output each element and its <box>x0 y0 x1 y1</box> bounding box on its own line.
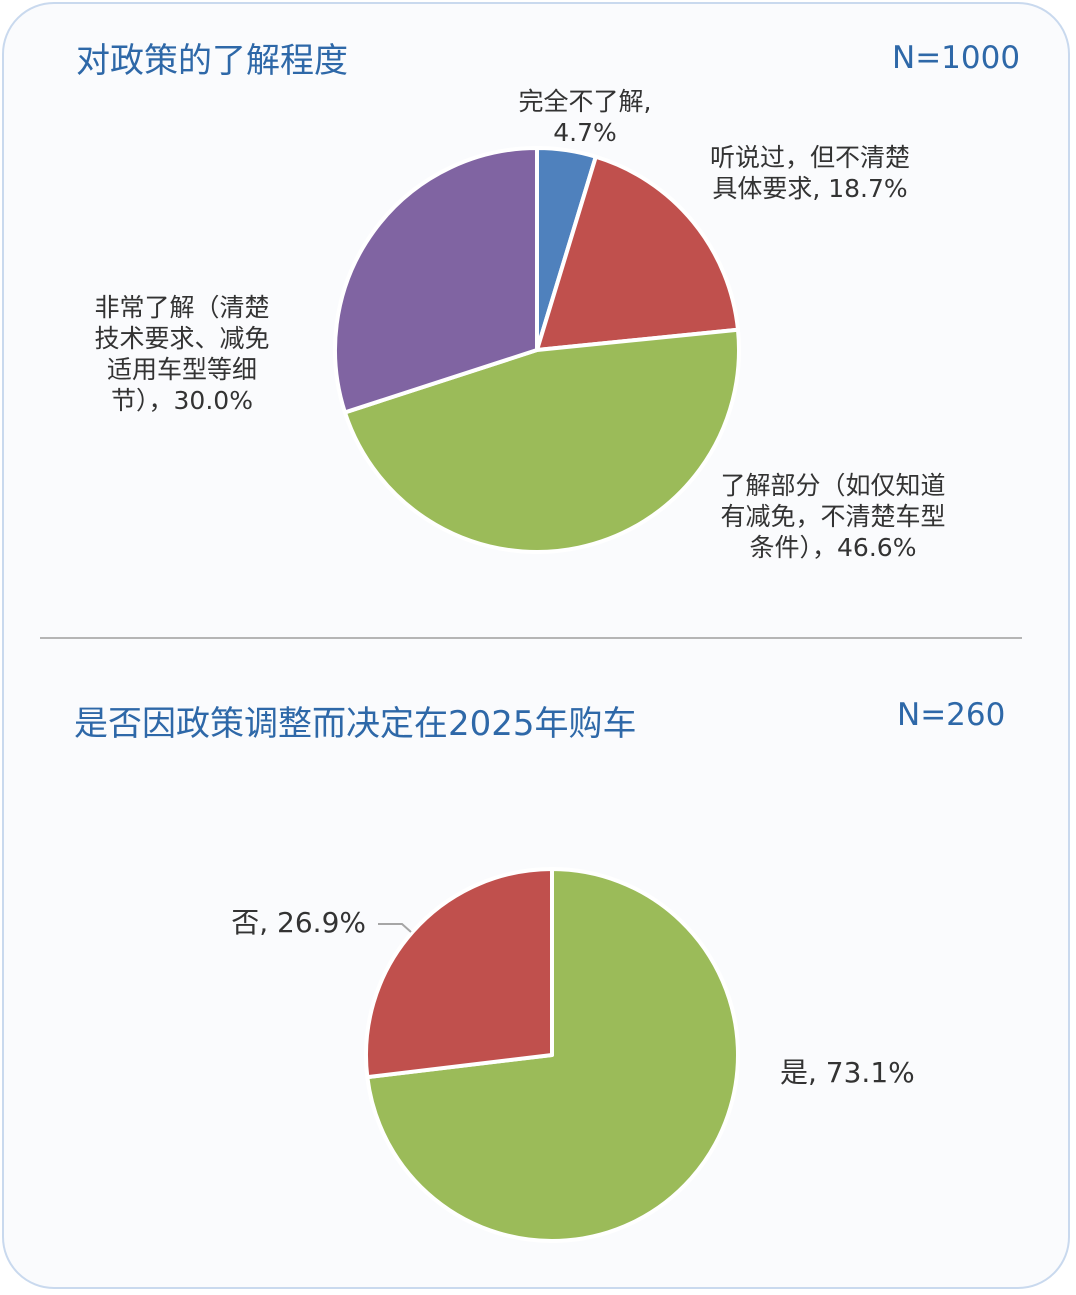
pie-2-label-1: 是, 73.1% <box>780 1056 915 1089</box>
pie-2-label-2: 否, 26.9% <box>231 906 366 939</box>
pie-chart-1: 完全不了解, 4.7% 听说过，但不清楚具体要求, 18.7% 了解部分（如仅知道有减… <box>94 87 945 562</box>
pie-1-label-1: 完全不了解, 4.7% <box>519 87 652 147</box>
sample-size-1: N=1000 <box>892 40 1021 76</box>
pie-1-label-3: 了解部分（如仅知道有减免，不清楚车型条件），46.6% <box>720 471 945 562</box>
pie-1-slice-3 <box>342 327 741 554</box>
pie-1-slice-2 <box>535 154 740 352</box>
pie-1-label-2: 听说过，但不清楚具体要求, 18.7% <box>710 143 910 203</box>
pie-1-slice-4 <box>333 146 539 415</box>
chart-title-2: 是否因政策调整而决定在2025年购车 <box>74 704 637 744</box>
section-divider <box>40 637 1022 639</box>
pie-1-label-4: 非常了解（清楚技术要求、减免适用车型等细节），30.0% <box>94 293 269 415</box>
sample-size-2: N=260 <box>897 697 1006 733</box>
chart-title-1: 对政策的了解程度 <box>76 41 348 81</box>
pie-2-slice-2 <box>363 867 554 1080</box>
pie-chart-2: 是, 73.1% 否, 26.9% <box>231 867 915 1243</box>
pie-2-leader-line-2 <box>378 923 412 933</box>
